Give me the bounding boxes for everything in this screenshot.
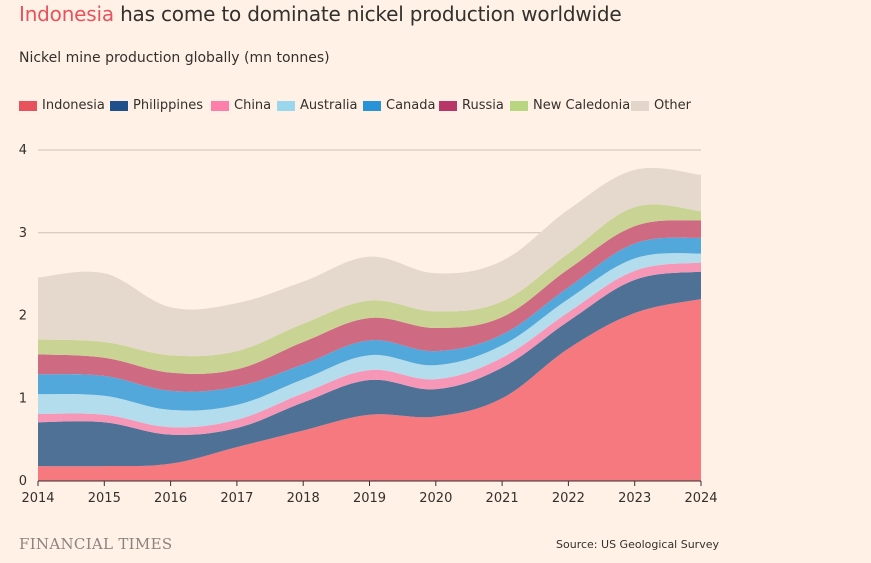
legend-item-canada: Canada bbox=[363, 97, 435, 115]
x-tick-label: 2014 bbox=[21, 491, 54, 506]
x-tick-label: 2021 bbox=[486, 491, 519, 506]
title-rest: has come to dominate nickel production w… bbox=[113, 2, 622, 26]
legend-label: Russia bbox=[462, 98, 504, 113]
legend-label: Philippines bbox=[133, 98, 204, 113]
x-tick-label: 2016 bbox=[154, 491, 187, 506]
legend-item-new-caledonia: New Caledonia bbox=[510, 97, 630, 115]
chart-subtitle: Nickel mine production globally (mn tonn… bbox=[19, 50, 330, 66]
legend-item-other: Other bbox=[631, 97, 691, 115]
area-australia bbox=[38, 253, 701, 428]
area-canada bbox=[38, 237, 701, 411]
area-other bbox=[38, 167, 701, 357]
legend-item-indonesia: Indonesia bbox=[19, 97, 105, 115]
legend-label: Indonesia bbox=[42, 98, 105, 113]
area-indonesia bbox=[38, 298, 701, 481]
area-philippines bbox=[38, 271, 701, 467]
x-tick-label: 2020 bbox=[419, 491, 452, 506]
legend-label: Australia bbox=[300, 98, 358, 113]
x-tick-label: 2015 bbox=[88, 491, 121, 506]
legend-label: Canada bbox=[386, 98, 436, 113]
legend-label: China bbox=[234, 98, 272, 113]
x-tick-label: 2024 bbox=[684, 491, 717, 506]
area-new-caledonia bbox=[38, 204, 701, 374]
legend-item-philippines: Philippines bbox=[110, 97, 203, 115]
x-tick-label: 2018 bbox=[287, 491, 320, 506]
legend-item-china: China bbox=[211, 97, 271, 115]
source-note: Source: US Geological Survey bbox=[556, 538, 719, 551]
legend-swatch bbox=[19, 101, 37, 111]
legend-label: Other bbox=[654, 98, 691, 113]
legend-swatch bbox=[363, 101, 381, 111]
x-tick-label: 2017 bbox=[220, 491, 253, 506]
legend-label: New Caledonia bbox=[533, 98, 631, 113]
y-tick-label: 4 bbox=[19, 143, 27, 158]
x-tick-label: 2019 bbox=[353, 491, 386, 506]
x-tick-label: 2022 bbox=[552, 491, 585, 506]
x-tick-label: 2023 bbox=[618, 491, 651, 506]
area-russia bbox=[38, 220, 701, 392]
legend-item-russia: Russia bbox=[439, 97, 504, 115]
chart-title: Indonesia has come to dominate nickel pr… bbox=[19, 1, 622, 27]
y-tick-label: 1 bbox=[19, 391, 27, 406]
ft-logo: FINANCIAL TIMES bbox=[19, 535, 173, 553]
y-tick-label: 0 bbox=[19, 474, 27, 489]
legend-swatch bbox=[110, 101, 128, 111]
legend-swatch bbox=[631, 101, 649, 111]
legend-swatch bbox=[439, 101, 457, 111]
legend-swatch bbox=[277, 101, 295, 111]
y-tick-label: 2 bbox=[19, 309, 27, 324]
legend-swatch bbox=[211, 101, 229, 111]
legend-swatch bbox=[510, 101, 528, 111]
y-tick-label: 3 bbox=[19, 226, 27, 241]
title-highlight: Indonesia bbox=[19, 2, 114, 26]
legend-item-australia: Australia bbox=[277, 97, 358, 115]
area-china bbox=[38, 262, 701, 435]
